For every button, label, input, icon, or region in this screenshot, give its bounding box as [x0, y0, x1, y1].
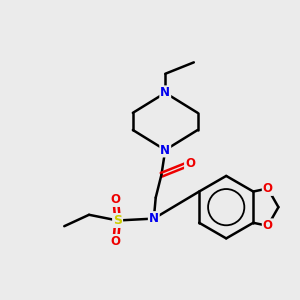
Text: O: O [111, 235, 121, 248]
Text: O: O [185, 157, 195, 170]
Text: O: O [263, 219, 273, 232]
Text: O: O [111, 193, 121, 206]
Text: N: N [160, 86, 170, 99]
Text: N: N [160, 143, 170, 157]
Text: S: S [113, 214, 122, 227]
Text: N: N [149, 212, 159, 225]
Text: O: O [263, 182, 273, 195]
